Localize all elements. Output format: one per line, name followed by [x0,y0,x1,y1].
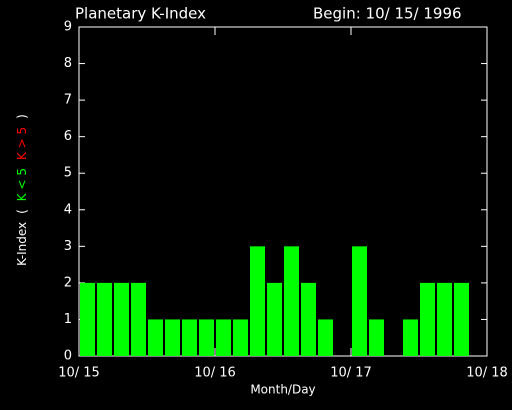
bar [284,246,299,356]
x-tick-label: 10/ 18 [466,366,508,381]
y-axis-label: K-Index ( K < 5 K > 5) [15,114,29,266]
y-tick-label: 9 [64,20,72,35]
x-axis-label: Month/Day [250,383,315,397]
bar [454,282,469,356]
bar [437,282,452,356]
bar [233,319,248,356]
y-tick-label: 7 [64,93,72,108]
bar [199,319,214,356]
bar [420,282,435,356]
bar [148,319,163,356]
bar [301,282,316,356]
y-axis-label-part: K-Index [15,222,29,266]
bar [165,319,180,356]
chart-subtitle: Begin: 10/ 15/ 1996 [313,5,462,23]
bar [182,319,197,356]
bar [131,282,146,356]
plot-frame [78,26,488,357]
bar [369,319,384,356]
y-axis-label-part: ( [15,209,29,214]
x-tick-label: 10/ 16 [194,366,236,381]
y-tick-label: 1 [64,312,72,327]
bar [403,319,418,356]
y-tick-label: 5 [64,166,72,181]
bar [267,282,282,356]
y-axis-label-part: K < 5 [15,168,29,201]
y-tick-label: 0 [64,349,72,364]
x-tick-label: 10/ 15 [58,366,100,381]
bar [318,319,333,356]
bar [114,282,129,356]
bar [80,282,95,356]
x-tick-label: 10/ 17 [330,366,372,381]
y-tick-label: 4 [64,202,72,217]
y-tick-label: 2 [64,275,72,290]
y-axis-label-part: K > 5 [15,127,29,160]
y-tick-label: 8 [64,56,72,71]
bar [97,282,112,356]
y-axis-label-part: ) [15,114,29,119]
y-tick-label: 3 [64,239,72,254]
bar [250,246,265,356]
y-tick-label: 6 [64,129,72,144]
chart-title: Planetary K-Index [75,5,206,23]
bar [216,319,231,356]
bar [352,246,367,356]
